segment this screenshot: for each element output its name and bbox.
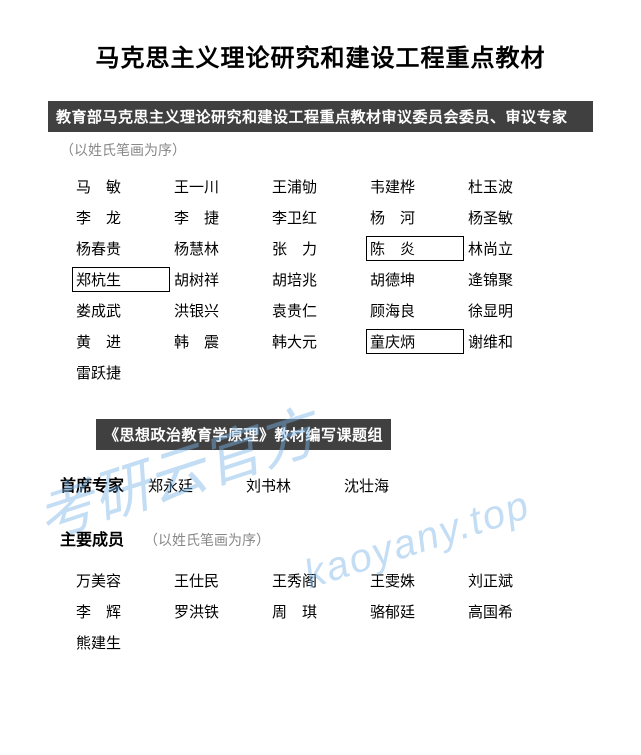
name-cell: 熊建生 [72, 630, 170, 655]
name-cell: 李 捷 [170, 205, 268, 230]
name-cell: 王仕民 [170, 568, 268, 593]
names-row: 马 敏王一川王浦劬韦建桦杜玉波 [72, 174, 593, 199]
names-row: 李 辉罗洪铁周 琪骆郁廷高国希 [72, 599, 593, 624]
name-cell: 徐显明 [464, 298, 562, 323]
section2-names-grid: 万美容王仕民王秀阁王雯姝刘正斌李 辉罗洪铁周 琪骆郁廷高国希熊建生 [72, 568, 593, 655]
names-row: 郑杭生胡树祥胡培兆胡德坤逄锦聚 [72, 267, 593, 292]
names-row: 雷跃捷 [72, 360, 593, 385]
name-cell: 杨春贵 [72, 236, 170, 261]
name-cell: 李卫红 [268, 205, 366, 230]
section1-note: （以姓氏笔画为序） [60, 140, 593, 160]
chief-name: 郑永廷 [144, 473, 242, 498]
name-cell: 胡德坤 [366, 267, 464, 292]
names-row: 李 龙李 捷李卫红杨 河杨圣敏 [72, 205, 593, 230]
main-members-row: 主要成员 （以姓氏笔画为序） [60, 526, 593, 550]
name-cell: 娄成武 [72, 298, 170, 323]
name-cell: 谢维和 [464, 329, 562, 354]
name-cell: 杨慧林 [170, 236, 268, 261]
names-row: 杨春贵杨慧林张 力陈 炎林尚立 [72, 236, 593, 261]
name-cell: 杜玉波 [464, 174, 562, 199]
name-cell: 胡培兆 [268, 267, 366, 292]
page-title: 马克思主义理论研究和建设工程重点教材 [0, 38, 641, 73]
name-cell: 逄锦聚 [464, 267, 562, 292]
name-cell: 袁贵仁 [268, 298, 366, 323]
names-row: 娄成武洪银兴袁贵仁顾海良徐显明 [72, 298, 593, 323]
name-cell: 韩 震 [170, 329, 268, 354]
name-cell: 杨 河 [366, 205, 464, 230]
name-cell: 韦建桦 [366, 174, 464, 199]
name-cell: 洪银兴 [170, 298, 268, 323]
name-cell: 王浦劬 [268, 174, 366, 199]
name-cell: 周 琪 [268, 599, 366, 624]
names-row: 熊建生 [72, 630, 593, 655]
name-cell: 胡树祥 [170, 267, 268, 292]
name-cell: 李 龙 [72, 205, 170, 230]
name-cell: 黄 进 [72, 329, 170, 354]
name-cell: 马 敏 [72, 174, 170, 199]
name-cell: 张 力 [268, 236, 366, 261]
name-cell: 韩大元 [268, 329, 366, 354]
chief-name: 刘书林 [242, 473, 340, 498]
name-cell: 王一川 [170, 174, 268, 199]
member-label: 主要成员 [60, 526, 144, 550]
name-cell: 王秀阁 [268, 568, 366, 593]
name-cell: 林尚立 [464, 236, 562, 261]
name-cell: 李 辉 [72, 599, 170, 624]
name-cell: 顾海良 [366, 298, 464, 323]
chief-experts-row: 首席专家 郑永廷刘书林沈壮海 [60, 472, 593, 498]
name-cell: 杨圣敏 [464, 205, 562, 230]
section2-header: 《思想政治教育学原理》教材编写课题组 [96, 419, 391, 450]
name-cell: 童庆炳 [366, 329, 464, 354]
chief-name: 沈壮海 [340, 473, 438, 498]
section1-header: 教育部马克思主义理论研究和建设工程重点教材审议委员会委员、审议专家 [48, 101, 593, 132]
name-cell: 高国希 [464, 599, 562, 624]
section1-names-grid: 马 敏王一川王浦劬韦建桦杜玉波李 龙李 捷李卫红杨 河杨圣敏杨春贵杨慧林张 力陈… [72, 174, 593, 385]
chief-label: 首席专家 [60, 472, 144, 496]
names-row: 万美容王仕民王秀阁王雯姝刘正斌 [72, 568, 593, 593]
name-cell: 郑杭生 [72, 267, 170, 292]
name-cell: 雷跃捷 [72, 360, 170, 385]
name-cell: 骆郁廷 [366, 599, 464, 624]
chief-names: 郑永廷刘书林沈壮海 [144, 473, 438, 498]
name-cell: 陈 炎 [366, 236, 464, 261]
name-cell: 王雯姝 [366, 568, 464, 593]
names-row: 黄 进韩 震韩大元童庆炳谢维和 [72, 329, 593, 354]
name-cell: 罗洪铁 [170, 599, 268, 624]
name-cell: 万美容 [72, 568, 170, 593]
name-cell: 刘正斌 [464, 568, 562, 593]
member-note: （以姓氏笔画为序） [144, 530, 270, 550]
